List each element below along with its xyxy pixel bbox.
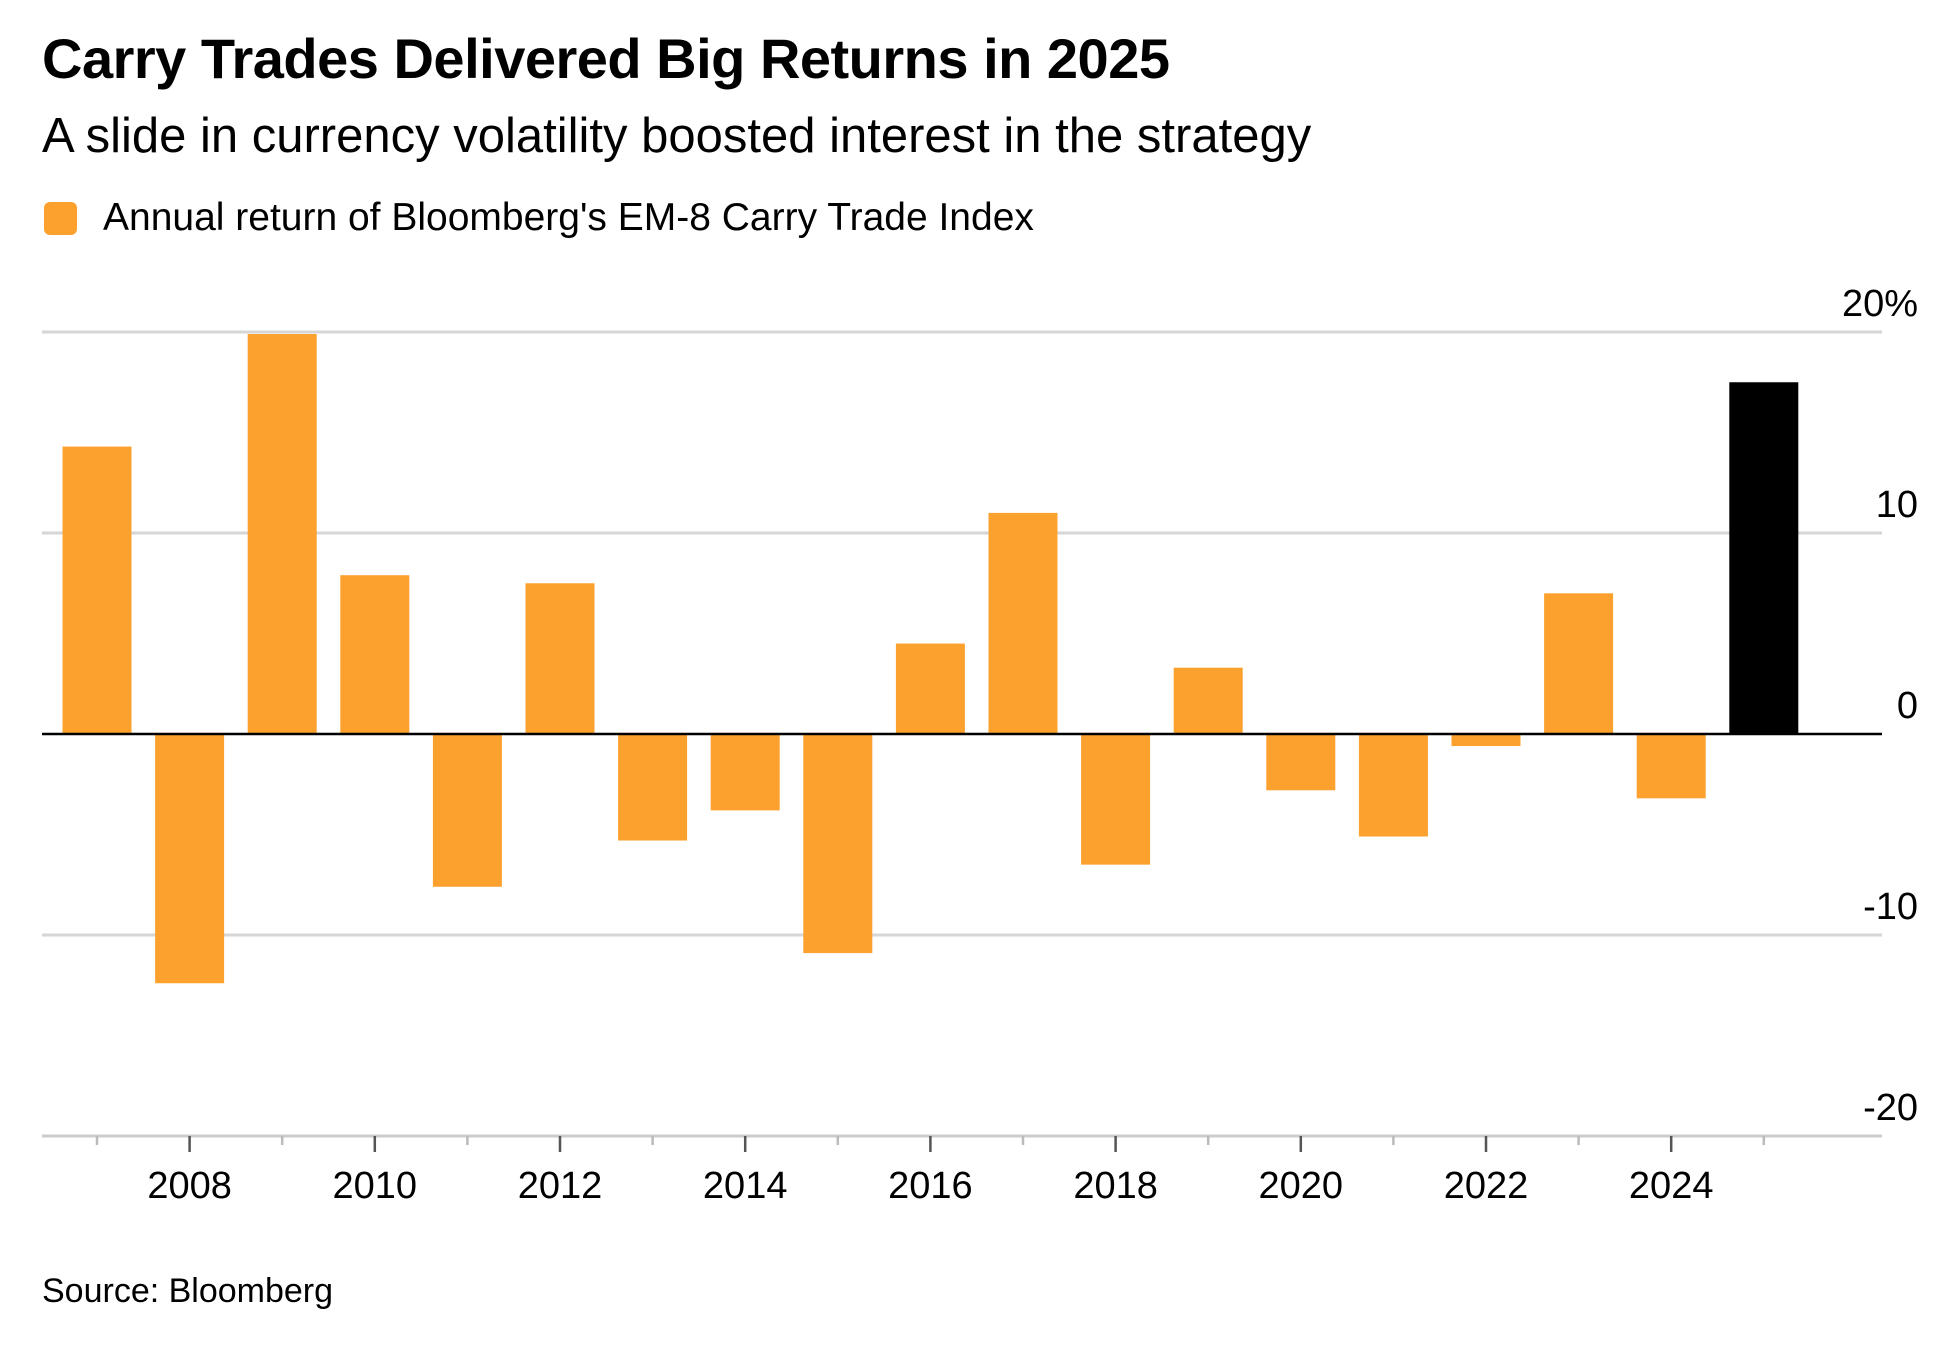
bar-2025 — [1729, 382, 1799, 734]
legend: Annual return of Bloomberg's EM-8 Carry … — [44, 196, 1034, 240]
legend-swatch — [44, 201, 77, 235]
axes: 20% 10 0 -10 -20 2008 2010 2012 2014 2016 2018 2020… — [42, 283, 1918, 1207]
bar-2015 — [803, 734, 873, 954]
x-tick-label: 2014 — [703, 1165, 788, 1207]
bar-2022 — [1451, 734, 1521, 747]
chart-subtitle: A slide in currency volatility boosted i… — [42, 109, 1312, 163]
chart-title: Carry Trades Delivered Big Returns in 20… — [42, 27, 1170, 90]
bar-2011 — [432, 734, 502, 887]
x-tick-label: 2018 — [1073, 1165, 1158, 1207]
gridlines — [42, 330, 1882, 937]
x-tick-label: 2016 — [888, 1165, 973, 1207]
y-tick-label: -20 — [1863, 1087, 1918, 1129]
source-note: Source: Bloomberg — [42, 1272, 334, 1310]
bar-2023 — [1544, 593, 1614, 734]
y-tick-label: 20% — [1842, 283, 1918, 325]
bar-2018 — [1081, 734, 1151, 865]
x-tick-label: 2012 — [518, 1165, 603, 1207]
bar-2014 — [710, 734, 780, 811]
y-tick-label: -10 — [1863, 886, 1918, 928]
bar-2009 — [247, 334, 317, 734]
bar-2017 — [988, 512, 1058, 734]
bar-2012 — [525, 583, 595, 734]
x-tick-label: 2010 — [333, 1165, 418, 1207]
x-tick-label: 2020 — [1259, 1165, 1344, 1207]
y-tick-label: 10 — [1876, 484, 1918, 526]
x-tick-label: 2024 — [1629, 1165, 1714, 1207]
y-tick-label: 0 — [1897, 685, 1918, 727]
bar-2007 — [62, 446, 132, 734]
bar-2010 — [340, 575, 410, 734]
bar-2021 — [1358, 734, 1428, 837]
legend-label: Annual return of Bloomberg's EM-8 Carry … — [103, 196, 1034, 239]
x-tick-label: 2022 — [1444, 1165, 1529, 1207]
bar-2013 — [618, 734, 688, 841]
bar-2016 — [895, 643, 965, 734]
bar-2020 — [1266, 734, 1336, 791]
bars — [62, 334, 1799, 984]
bar-2024 — [1636, 734, 1706, 799]
bar-2008 — [155, 734, 225, 984]
x-tick-label: 2008 — [147, 1165, 232, 1207]
bar-2019 — [1173, 667, 1243, 734]
